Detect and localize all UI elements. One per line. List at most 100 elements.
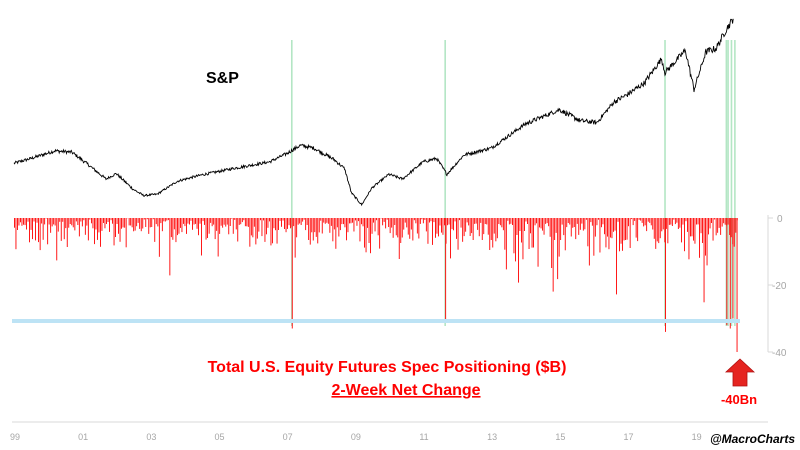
bar (59, 218, 61, 222)
bar (560, 218, 562, 240)
bar (608, 218, 610, 250)
bar (92, 218, 94, 229)
y-tick-40: -40 (772, 348, 787, 359)
bar (306, 218, 308, 225)
bar (279, 218, 281, 221)
bar (658, 218, 660, 244)
bar (466, 218, 468, 223)
bar (154, 218, 156, 242)
bar (26, 218, 27, 230)
bar (650, 218, 652, 226)
bar (438, 218, 439, 237)
bar (163, 218, 165, 222)
bar (275, 218, 276, 231)
bar (81, 218, 83, 227)
bar (63, 218, 65, 240)
bar (291, 218, 293, 329)
bar (169, 218, 171, 276)
bar (730, 218, 732, 238)
bar (475, 218, 477, 224)
bar (404, 218, 406, 223)
bar (241, 218, 243, 223)
bar (622, 218, 623, 251)
bar (619, 218, 620, 252)
bar (412, 218, 414, 241)
bar (643, 218, 645, 227)
bar (410, 218, 412, 230)
bar (193, 218, 195, 225)
bar (133, 218, 135, 232)
bar (416, 218, 418, 234)
bar (403, 218, 405, 230)
bar (578, 218, 580, 235)
bar (614, 218, 616, 231)
bar (718, 218, 720, 228)
bar (418, 218, 420, 239)
bar (709, 218, 711, 229)
bar (735, 218, 737, 233)
bar (439, 218, 441, 226)
bar (548, 218, 550, 227)
bar (32, 218, 33, 240)
bar (137, 218, 139, 223)
bar (677, 218, 679, 229)
bar (21, 218, 23, 226)
bar (471, 218, 473, 234)
bar (166, 218, 168, 221)
bar (539, 218, 540, 228)
bar (585, 218, 587, 220)
bar (290, 218, 291, 229)
bar (42, 218, 44, 240)
chart-title: Total U.S. Equity Futures Spec Positioni… (208, 359, 567, 376)
bar (383, 218, 385, 222)
bar (545, 218, 547, 224)
bar (685, 218, 687, 222)
bar (454, 218, 456, 222)
bar (23, 218, 24, 225)
bar (160, 218, 162, 224)
bar (736, 218, 738, 352)
bar (656, 218, 658, 242)
bar (15, 218, 17, 250)
bar (481, 218, 483, 240)
bar (309, 218, 311, 245)
bar (326, 218, 328, 223)
bar (460, 218, 462, 228)
bar (18, 218, 20, 226)
bar (462, 218, 464, 242)
bar (269, 218, 270, 222)
bar (430, 218, 432, 222)
bar (419, 218, 421, 224)
bar (646, 218, 648, 232)
bar (222, 218, 224, 228)
bar (693, 218, 694, 241)
bar (697, 218, 699, 225)
bar (596, 218, 598, 226)
bar (726, 218, 728, 326)
bar (413, 218, 415, 221)
sp-label: S&P (206, 70, 239, 87)
bar (432, 218, 433, 245)
bar (477, 218, 479, 230)
bar (721, 218, 723, 227)
bar (353, 218, 355, 232)
bar (653, 218, 655, 239)
bar (208, 218, 210, 234)
bar (465, 218, 467, 232)
bar (478, 218, 480, 237)
bar (729, 218, 731, 329)
bar (164, 218, 166, 222)
bar (522, 218, 524, 260)
bar (158, 218, 160, 257)
callout-label: -40Bn (721, 392, 757, 407)
bar (56, 218, 58, 261)
bar (368, 218, 370, 243)
bar (601, 218, 602, 228)
bar (272, 218, 273, 244)
bar (573, 218, 575, 227)
bar (276, 218, 278, 244)
bar (68, 218, 70, 228)
bar (17, 218, 18, 230)
bar (370, 218, 371, 254)
bar (75, 218, 77, 222)
